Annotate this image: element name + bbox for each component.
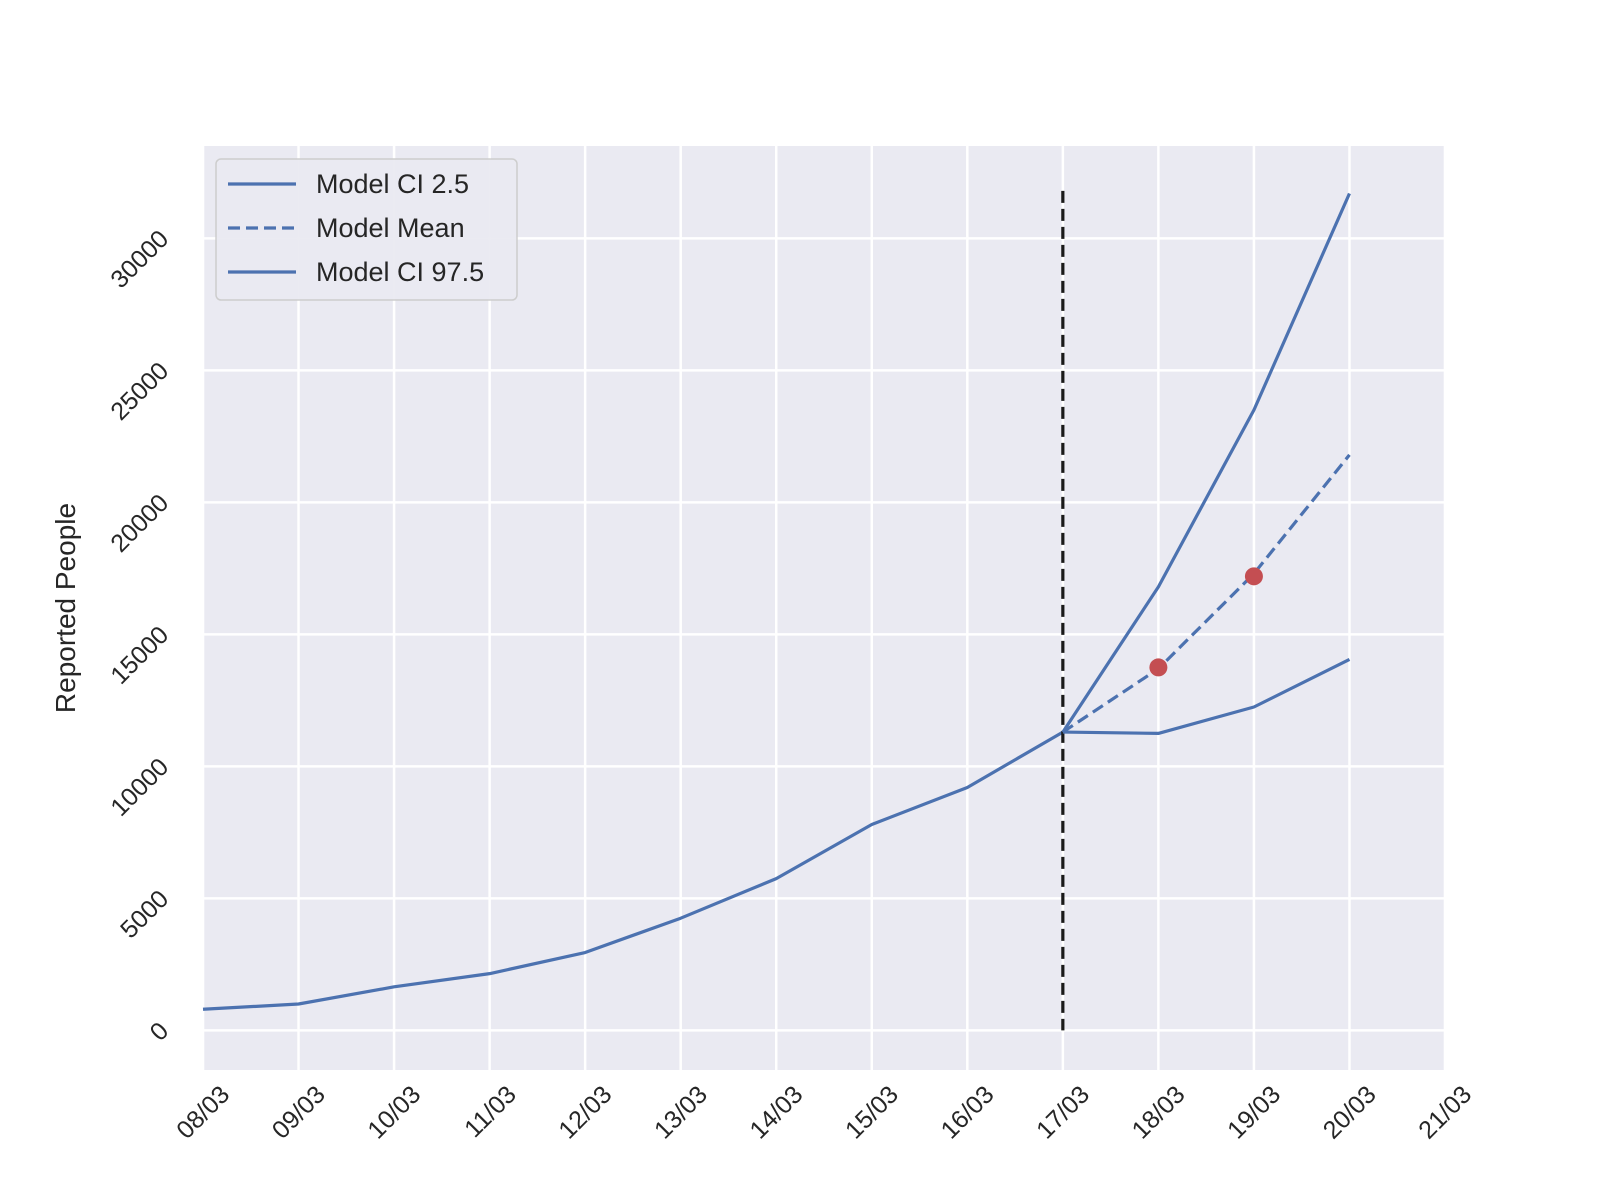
data-series (202, 190, 1351, 1031)
x-tick-label: 20/03 (1318, 1080, 1382, 1144)
x-tick-label: 19/03 (1222, 1080, 1286, 1144)
legend-label: Model CI 97.5 (316, 257, 484, 287)
x-tick-label: 14/03 (744, 1080, 808, 1144)
x-axis-ticks: 08/03 09/03 10/03 11/03 12/03 13/03 14/03 15/03… (171, 1080, 1477, 1144)
observed-point (1244, 567, 1263, 586)
series-line-model-mean (1061, 453, 1351, 734)
x-tick-label: 17/03 (1031, 1080, 1095, 1144)
x-tick-label: 16/03 (936, 1080, 1000, 1144)
observed-point (1149, 658, 1168, 677)
y-tick-label: 5000 (115, 885, 174, 944)
x-tick-label: 08/03 (171, 1080, 235, 1144)
x-tick-label: 12/03 (553, 1080, 617, 1144)
y-axis-label: Reported People (50, 503, 81, 713)
history-line (202, 730, 1064, 1011)
y-tick-label: 30000 (105, 225, 174, 294)
x-tick-label: 21/03 (1413, 1080, 1477, 1144)
y-tick-label: 25000 (105, 357, 174, 426)
y-tick-label: 10000 (105, 753, 174, 822)
y-tick-label: 20000 (105, 489, 174, 558)
legend-label: Model Mean (316, 213, 465, 243)
y-axis-ticks: 0 5000 10000 15000 20000 25000 30000 (105, 225, 174, 1047)
x-tick-label: 09/03 (267, 1080, 331, 1144)
x-tick-label: 13/03 (649, 1080, 713, 1144)
legend-label: Model CI 2.5 (316, 169, 469, 199)
x-tick-label: 15/03 (840, 1080, 904, 1144)
y-tick-label: 15000 (105, 621, 174, 690)
legend: Model CI 2.5 Model Mean Model CI 97.5 (215, 158, 518, 301)
series-line-model-ci-97-5 (1061, 192, 1351, 733)
x-tick-label: 10/03 (362, 1080, 426, 1144)
x-tick-label: 11/03 (459, 1080, 522, 1143)
series-line-model-ci-2-5 (1062, 658, 1351, 736)
y-tick-label: 0 (145, 1017, 175, 1047)
legend-box (215, 158, 518, 301)
x-tick-label: 18/03 (1127, 1080, 1191, 1144)
